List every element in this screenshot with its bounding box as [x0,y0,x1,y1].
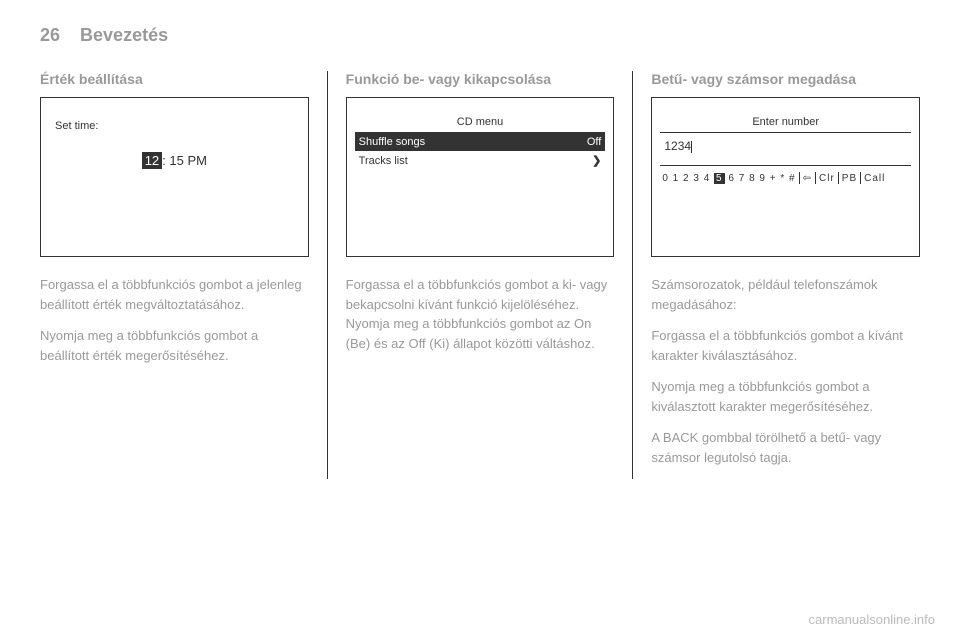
separator-icon [815,172,816,184]
keys-after: 6 7 8 9 + * # [728,173,795,184]
col3-para4: A BACK gombbal törölhető a betű- vagy sz… [651,428,920,467]
key-clr: Clr [819,173,835,184]
section-title-3: Betű- vagy számsor megadása [651,71,920,87]
menu-row-tracks: Tracks list ❯ [355,151,606,170]
menu-shuffle-label: Shuffle songs [359,136,425,148]
time-display: 12: 15 PM [49,152,300,169]
menu-row-shuffle: Shuffle songs Off [355,133,606,151]
time-hour-highlighted: 12 [142,152,162,169]
separator-icon [799,172,800,184]
col1-para1: Forgassa el a többfunkciós gombot a jele… [40,275,309,314]
screen-enter-number: Enter number 1234 0 1 2 3 4 5 6 7 8 9 + … [651,97,920,257]
key-highlighted: 5 [714,173,725,184]
col3-para1: Számsorozatok, például telefonszámok meg… [651,275,920,314]
page-header: 26 Bevezetés [40,25,920,46]
keypad-row: 0 1 2 3 4 5 6 7 8 9 + * # ⇦ Clr PB Call [660,166,911,190]
separator-icon [838,172,839,184]
enter-number-header: Enter number [660,116,911,133]
number-value: 1234 [664,139,691,153]
chevron-right-icon: ❯ [592,154,601,167]
cd-menu-header: CD menu [355,116,606,133]
column-2: Funkció be- vagy kikapcsolása CD menu Sh… [328,71,634,479]
cursor-icon [691,141,692,153]
page-container: 26 Bevezetés Érték beállítása Set time: … [0,0,960,504]
chapter-title: Bevezetés [80,25,168,46]
key-call: Call [864,173,885,184]
columns-container: Érték beállítása Set time: 12: 15 PM For… [40,71,920,479]
column-1: Érték beállítása Set time: 12: 15 PM For… [40,71,328,479]
col2-para1: Forgassa el a többfunkciós gombot a ki- … [346,275,615,353]
screen-cd-menu: CD menu Shuffle songs Off Tracks list ❯ [346,97,615,257]
col3-para3: Nyomja meg a többfunkciós gombot a kivál… [651,377,920,416]
time-rest: : 15 PM [162,153,207,168]
keys-before: 0 1 2 3 4 [662,173,710,184]
menu-tracks-label: Tracks list [359,155,408,167]
col3-para2: Forgassa el a többfunkciós gombot a kívá… [651,326,920,365]
screen-set-time: Set time: 12: 15 PM [40,97,309,257]
key-delete: ⇦ [803,173,812,184]
separator-icon [860,172,861,184]
set-time-label: Set time: [55,120,300,132]
section-title-2: Funkció be- vagy kikapcsolása [346,71,615,87]
col1-para2: Nyomja meg a többfunkciós gombot a beáll… [40,326,309,365]
column-3: Betű- vagy számsor megadása Enter number… [633,71,920,479]
number-display: 1234 [660,133,911,166]
page-number: 26 [40,25,60,46]
watermark: carmanualsonline.info [809,612,935,627]
key-pb: PB [842,173,857,184]
section-title-1: Érték beállítása [40,71,309,87]
menu-shuffle-value: Off [587,136,601,148]
